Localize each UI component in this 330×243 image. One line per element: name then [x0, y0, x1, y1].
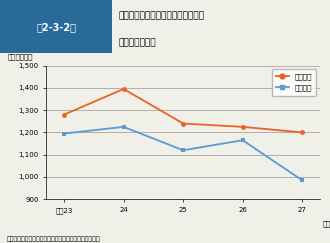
- Text: （年）: （年）: [323, 221, 330, 227]
- Text: 消防職員及び消防団員の公務による: 消防職員及び消防団員の公務による: [119, 12, 205, 21]
- Text: （負傷者数）: （負傷者数）: [8, 54, 33, 60]
- Text: （備考）　「消防防災・震災対策現況調査」により作成: （備考） 「消防防災・震災対策現況調査」により作成: [7, 236, 100, 242]
- Legend: 消防職員, 消防団員: 消防職員, 消防団員: [272, 69, 316, 95]
- Text: 負傷者数の推移: 負傷者数の推移: [119, 38, 156, 47]
- Bar: [0, 0, 112, 53]
- Text: 第2-3-2図: 第2-3-2図: [36, 22, 76, 32]
